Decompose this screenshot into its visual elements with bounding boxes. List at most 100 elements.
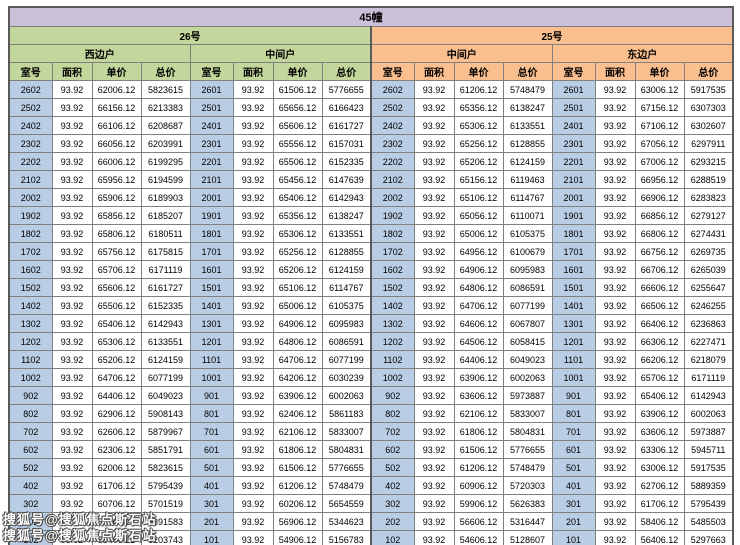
price-cell: 65506.12 [91, 296, 142, 315]
room-cell: 401 [551, 476, 596, 495]
col-header-total: 总价 [683, 62, 734, 81]
price-cell: 63906.12 [272, 386, 323, 405]
table-row: 1002 93.92 64706.12 6077199 1001 93.92 64206.1… [8, 368, 734, 387]
area-cell: 93.92 [594, 458, 636, 477]
room-cell: 701 [189, 422, 234, 441]
total-cell: 6138247 [502, 98, 553, 117]
room-cell: 1002 [370, 368, 415, 387]
area-cell: 93.92 [232, 440, 274, 459]
area-cell: 93.92 [232, 242, 274, 261]
room-cell: 2501 [189, 98, 234, 117]
area-cell: 93.92 [51, 494, 93, 513]
table-row: 202 93.92 57406.12 5391583 201 93.92 56906.12 5… [8, 512, 734, 531]
total-cell: 6302607 [683, 116, 734, 135]
room-cell: 1701 [189, 242, 234, 261]
total-cell: 6189903 [140, 188, 191, 207]
area-cell: 93.92 [413, 332, 455, 351]
area-cell: 93.92 [232, 296, 274, 315]
total-cell: 5795439 [683, 494, 734, 513]
room-cell: 1301 [189, 314, 234, 333]
room-cell: 1001 [189, 368, 234, 387]
room-cell: 1801 [551, 224, 596, 243]
room-cell: 1102 [8, 350, 53, 369]
table-row: 2002 93.92 65906.12 6189903 2001 93.92 65406.1… [8, 188, 734, 207]
area-cell: 93.92 [413, 404, 455, 423]
total-cell: 6077199 [140, 368, 191, 387]
area-cell: 93.92 [232, 530, 274, 545]
price-cell: 65506.12 [272, 152, 323, 171]
price-cell: 65906.12 [91, 188, 142, 207]
price-cell: 63606.12 [634, 422, 685, 441]
total-cell: 6171119 [140, 260, 191, 279]
price-cell: 65606.12 [272, 116, 323, 135]
area-cell: 93.92 [232, 152, 274, 171]
room-cell: 1602 [370, 260, 415, 279]
room-cell: 1201 [551, 332, 596, 351]
building-header-row: 26号 25号 [8, 26, 734, 45]
price-table: 45幢 26号 25号 西边户 中间户 中间户 东边户 室号 面积 单价 总价 … [8, 6, 734, 545]
area-cell: 93.92 [51, 350, 93, 369]
area-cell: 93.92 [232, 386, 274, 405]
total-cell: 6086591 [502, 278, 553, 297]
price-cell: 65406.12 [634, 386, 685, 405]
total-cell: 6049023 [502, 350, 553, 369]
area-cell: 93.92 [413, 278, 455, 297]
total-cell: 5823615 [140, 80, 191, 99]
room-cell: 2202 [370, 152, 415, 171]
price-cell: 61506.12 [272, 458, 323, 477]
area-cell: 93.92 [413, 512, 455, 531]
col-header-room: 室号 [551, 62, 596, 81]
room-cell: 301 [189, 494, 234, 513]
table-row: 2102 93.92 65956.12 6194599 2101 93.92 65456.1… [8, 170, 734, 189]
total-cell: 5156783 [321, 530, 372, 545]
area-cell: 93.92 [594, 368, 636, 387]
total-cell: 5917535 [683, 458, 734, 477]
room-cell: 201 [551, 512, 596, 531]
room-cell: 2401 [551, 116, 596, 135]
area-cell: 93.92 [594, 314, 636, 333]
area-cell: 93.92 [51, 152, 93, 171]
total-cell: 5861183 [321, 404, 372, 423]
price-cell: 65156.12 [453, 170, 504, 189]
price-cell: 67006.12 [634, 152, 685, 171]
col-header-room: 室号 [8, 62, 53, 81]
total-cell: 6049023 [140, 386, 191, 405]
area-cell: 93.92 [413, 440, 455, 459]
total-cell: 5776655 [321, 458, 372, 477]
price-cell: 65706.12 [634, 368, 685, 387]
price-cell: 56906.12 [272, 512, 323, 531]
area-cell: 93.92 [232, 368, 274, 387]
price-cell: 62106.12 [272, 422, 323, 441]
room-cell: 2602 [8, 80, 53, 99]
total-cell: 6128855 [502, 134, 553, 153]
area-cell: 93.92 [232, 80, 274, 99]
total-cell: 6279127 [683, 206, 734, 225]
table-row: 902 93.92 64406.12 6049023 901 93.92 63906.12 6… [8, 386, 734, 405]
price-cell: 64406.12 [453, 350, 504, 369]
area-cell: 93.92 [51, 224, 93, 243]
area-cell: 93.92 [51, 404, 93, 423]
price-cell: 54906.12 [272, 530, 323, 545]
total-cell: 6119463 [502, 170, 553, 189]
unit-header-row: 西边户 中间户 中间户 东边户 [8, 44, 734, 63]
price-cell: 62606.12 [91, 422, 142, 441]
table-row: 702 93.92 62606.12 5879967 701 93.92 62106.12 5… [8, 422, 734, 441]
unit-east-header: 东边户 [551, 44, 734, 63]
total-cell: 6002063 [502, 368, 553, 387]
area-cell: 93.92 [51, 368, 93, 387]
price-cell: 64706.12 [272, 350, 323, 369]
area-cell: 93.92 [51, 296, 93, 315]
room-cell: 1601 [189, 260, 234, 279]
room-cell: 1402 [8, 296, 53, 315]
table-row: 1702 93.92 65756.12 6175815 1701 93.92 65256.1… [8, 242, 734, 261]
room-cell: 1902 [8, 206, 53, 225]
price-cell: 61206.12 [453, 80, 504, 99]
total-cell: 5776655 [321, 80, 372, 99]
price-cell: 66856.12 [634, 206, 685, 225]
room-cell: 801 [551, 404, 596, 423]
area-cell: 93.92 [413, 80, 455, 99]
room-cell: 1302 [8, 314, 53, 333]
price-cell: 66106.12 [91, 116, 142, 135]
area-cell: 93.92 [51, 386, 93, 405]
price-cell: 66006.12 [91, 152, 142, 171]
